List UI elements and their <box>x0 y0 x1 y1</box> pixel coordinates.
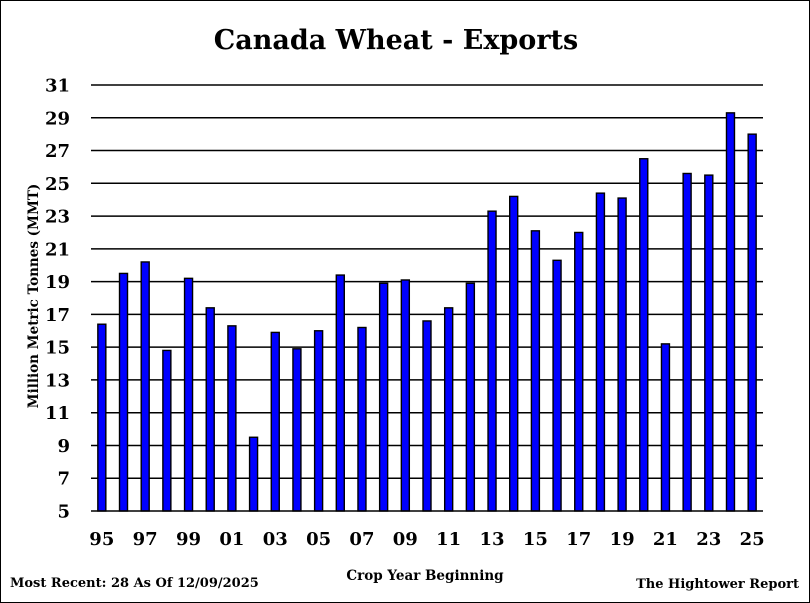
bar-20 <box>639 158 649 512</box>
x-tick-label: 09 <box>393 529 418 550</box>
bar-19 <box>617 197 627 512</box>
x-tick-label: 13 <box>480 529 505 550</box>
bar-22 <box>682 172 692 512</box>
bar-17 <box>574 231 584 512</box>
bar-07 <box>357 326 367 512</box>
bar-05 <box>313 330 324 512</box>
x-axis-label: Crop Year Beginning <box>346 568 504 584</box>
bar-08 <box>378 282 389 512</box>
y-tick-label: 27 <box>45 141 70 162</box>
x-tick-label: 19 <box>610 529 635 550</box>
bar-04 <box>292 348 302 512</box>
bar-25 <box>747 133 757 512</box>
bar-95 <box>97 323 107 512</box>
bar-21 <box>660 343 671 512</box>
y-tick-label: 11 <box>45 403 70 424</box>
bar-24 <box>725 112 736 512</box>
bar-18 <box>595 192 606 512</box>
footer-most-recent: Most Recent: 28 As Of 12/09/2025 <box>10 576 259 591</box>
x-tick-label: 21 <box>653 529 678 550</box>
bar-98 <box>162 349 172 512</box>
y-tick-label: 25 <box>45 174 70 195</box>
bar-97 <box>140 261 150 512</box>
y-tick-label: 31 <box>45 76 70 97</box>
x-tick-label: 97 <box>133 529 158 550</box>
bar-01 <box>227 325 237 512</box>
bar-00 <box>205 307 215 512</box>
x-tick-label: 17 <box>566 529 591 550</box>
x-tick-label: 11 <box>436 529 461 550</box>
bar-14 <box>509 195 519 512</box>
y-axis-label: Million Metric Tonnes (MMT) <box>26 184 42 409</box>
x-tick-label: 15 <box>523 529 548 550</box>
bar-13 <box>487 210 497 512</box>
x-tick-label: 23 <box>696 529 721 550</box>
bar-12 <box>465 282 476 512</box>
x-tick-label: 03 <box>263 529 288 550</box>
footer-source: The Hightower Report <box>636 577 799 592</box>
y-tick-labels: 5 7 9 11 13 15 17 19 21 23 25 27 29 31 <box>45 76 70 523</box>
y-tick-label: 13 <box>45 370 70 391</box>
y-tick-label: 21 <box>45 239 70 260</box>
x-tick-label: 25 <box>740 529 765 550</box>
bar-96 <box>118 272 129 512</box>
bar-06 <box>335 274 345 512</box>
bar-03 <box>270 331 280 512</box>
bar-11 <box>443 307 454 512</box>
gridlines <box>91 84 763 479</box>
bar-series <box>97 112 757 512</box>
y-tick-label: 19 <box>45 272 70 293</box>
y-tick-label: 15 <box>45 338 70 359</box>
y-tick-label: 7 <box>57 469 70 490</box>
x-tick-label: 05 <box>306 529 331 550</box>
x-tick-labels: 95 97 99 01 03 05 07 09 11 13 15 17 19 21 23 25 <box>89 529 764 550</box>
bar-10 <box>422 320 432 512</box>
x-tick-label: 99 <box>176 529 201 550</box>
chart-title: Canada Wheat - Exports <box>214 25 578 56</box>
y-tick-label: 23 <box>45 207 70 228</box>
x-tick-label: 95 <box>89 529 114 550</box>
y-tick-label: 5 <box>57 502 70 523</box>
bar-02 <box>248 436 259 512</box>
bar-99 <box>183 277 194 512</box>
bar-23 <box>704 174 714 512</box>
bar-15 <box>530 230 541 512</box>
bar-16 <box>552 259 562 512</box>
bar-09 <box>400 279 411 512</box>
x-tick-label: 01 <box>219 529 244 550</box>
y-tick-label: 29 <box>45 108 70 129</box>
y-tick-label: 17 <box>45 305 70 326</box>
x-tick-label: 07 <box>349 529 374 550</box>
y-tick-label: 9 <box>57 436 70 457</box>
